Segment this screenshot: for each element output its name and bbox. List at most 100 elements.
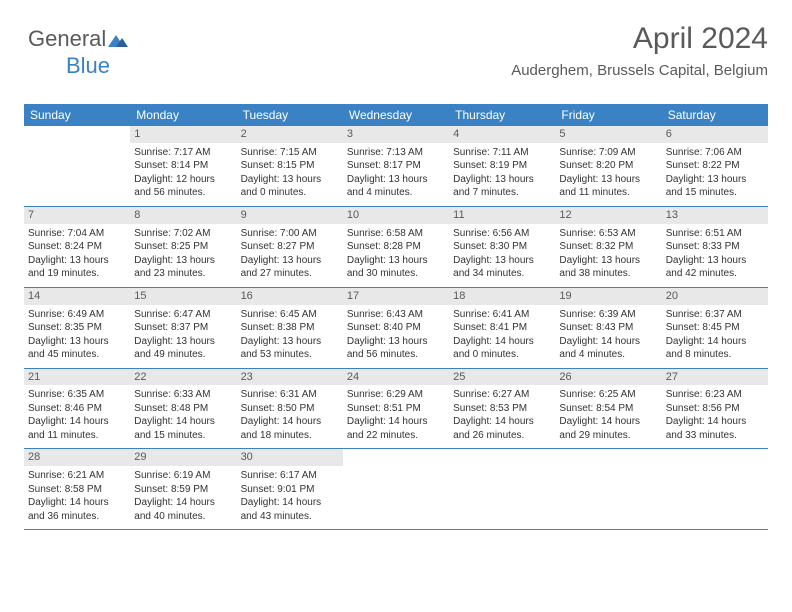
daylight-line: and 0 minutes. [241,186,339,200]
day-cell: 20Sunrise: 6:37 AMSunset: 8:45 PMDayligh… [662,288,768,368]
day-number: 3 [343,126,449,143]
sunrise-line: Sunrise: 6:21 AM [28,469,126,483]
day-cell: 14Sunrise: 6:49 AMSunset: 8:35 PMDayligh… [24,288,130,368]
daylight-line: and 49 minutes. [134,348,232,362]
day-number: 22 [130,369,236,386]
sunset-line: Sunset: 8:38 PM [241,321,339,335]
sunrise-line: Sunrise: 7:04 AM [28,227,126,241]
sunrise-line: Sunrise: 6:19 AM [134,469,232,483]
daylight-line: Daylight: 14 hours [28,415,126,429]
sunset-line: Sunset: 8:50 PM [241,402,339,416]
day-cell: 30Sunrise: 6:17 AMSunset: 9:01 PMDayligh… [237,449,343,529]
daylight-line: Daylight: 14 hours [241,496,339,510]
daylight-line: Daylight: 13 hours [134,335,232,349]
day-header: Friday [555,104,661,126]
day-number: 13 [662,207,768,224]
sunset-line: Sunset: 8:15 PM [241,159,339,173]
sunrise-line: Sunrise: 6:33 AM [134,388,232,402]
daylight-line: and 11 minutes. [28,429,126,443]
day-number: 6 [662,126,768,143]
location: Auderghem, Brussels Capital, Belgium [511,62,768,79]
sunrise-line: Sunrise: 6:56 AM [453,227,551,241]
sunrise-line: Sunrise: 7:09 AM [559,146,657,160]
sunrise-line: Sunrise: 6:35 AM [28,388,126,402]
day-header: Tuesday [237,104,343,126]
daylight-line: Daylight: 13 hours [347,173,445,187]
daylight-line: Daylight: 14 hours [666,415,764,429]
day-cell: 21Sunrise: 6:35 AMSunset: 8:46 PMDayligh… [24,369,130,449]
sunrise-line: Sunrise: 6:47 AM [134,308,232,322]
daylight-line: Daylight: 12 hours [134,173,232,187]
day-number: 10 [343,207,449,224]
sunset-line: Sunset: 8:46 PM [28,402,126,416]
week-row: 14Sunrise: 6:49 AMSunset: 8:35 PMDayligh… [24,288,768,369]
day-number: 1 [130,126,236,143]
daylight-line: Daylight: 14 hours [134,415,232,429]
sunset-line: Sunset: 8:51 PM [347,402,445,416]
daylight-line: and 11 minutes. [559,186,657,200]
sunrise-line: Sunrise: 7:06 AM [666,146,764,160]
day-cell: 27Sunrise: 6:23 AMSunset: 8:56 PMDayligh… [662,369,768,449]
daylight-line: Daylight: 14 hours [559,335,657,349]
day-cell: 19 Sunrise: 6:39 AMSunset: 8:43 PMDayligh… [555,288,661,368]
day-number: 29 [130,449,236,466]
sunset-line: Sunset: 8:28 PM [347,240,445,254]
daylight-line: and 27 minutes. [241,267,339,281]
sunrise-line: Sunrise: 6:51 AM [666,227,764,241]
daylight-line: Daylight: 14 hours [347,415,445,429]
day-number: 26 [555,369,661,386]
day-number: 11 [449,207,555,224]
sunrise-line: Sunrise: 6:53 AM [559,227,657,241]
daylight-line: and 36 minutes. [28,510,126,524]
daylight-line: and 19 minutes. [28,267,126,281]
week-row: 28Sunrise: 6:21 AMSunset: 8:58 PMDayligh… [24,449,768,530]
header: April 2024 Auderghem, Brussels Capital, … [511,22,768,79]
day-number: 20 [662,288,768,305]
day-header: Sunday [24,104,130,126]
day-cell: 4Sunrise: 7:11 AMSunset: 8:19 PMDaylight… [449,126,555,206]
sunrise-line: Sunrise: 6:45 AM [241,308,339,322]
sunset-line: Sunset: 8:33 PM [666,240,764,254]
daylight-line: and 34 minutes. [453,267,551,281]
sunset-line: Sunset: 8:43 PM [559,321,657,335]
day-cell: 11Sunrise: 6:56 AMSunset: 8:30 PMDayligh… [449,207,555,287]
day-number: 28 [24,449,130,466]
day-number: 7 [24,207,130,224]
sunset-line: Sunset: 8:59 PM [134,483,232,497]
daylight-line: and 0 minutes. [453,348,551,362]
sunrise-line: Sunrise: 7:11 AM [453,146,551,160]
sunrise-line: Sunrise: 6:39 AM [559,308,657,322]
sunrise-line: Sunrise: 6:17 AM [241,469,339,483]
day-cell: 23Sunrise: 6:31 AMSunset: 8:50 PMDayligh… [237,369,343,449]
day-cell: 10 Sunrise: 6:58 AMSunset: 8:28 PMDayligh… [343,207,449,287]
daylight-line: and 8 minutes. [666,348,764,362]
day-number: 19 [555,288,661,305]
daylight-line: and 56 minutes. [347,348,445,362]
day-number: 18 [449,288,555,305]
sunset-line: Sunset: 8:37 PM [134,321,232,335]
sunrise-line: Sunrise: 6:58 AM [347,227,445,241]
daylight-line: and 4 minutes. [559,348,657,362]
day-number: 14 [24,288,130,305]
empty-cell [555,449,661,529]
sunrise-line: Sunrise: 7:02 AM [134,227,232,241]
daylight-line: and 4 minutes. [347,186,445,200]
day-number: 23 [237,369,343,386]
month-title: April 2024 [511,22,768,56]
logo-icon [108,27,128,53]
sunrise-line: Sunrise: 6:37 AM [666,308,764,322]
day-cell: 16Sunrise: 6:45 AMSunset: 8:38 PMDayligh… [237,288,343,368]
sunrise-line: Sunrise: 6:27 AM [453,388,551,402]
daylight-line: and 15 minutes. [666,186,764,200]
sunset-line: Sunset: 8:20 PM [559,159,657,173]
daylight-line: and 42 minutes. [666,267,764,281]
daylight-line: and 30 minutes. [347,267,445,281]
day-header: Thursday [449,104,555,126]
sunset-line: Sunset: 8:22 PM [666,159,764,173]
day-cell: 17Sunrise: 6:43 AMSunset: 8:40 PMDayligh… [343,288,449,368]
daylight-line: and 56 minutes. [134,186,232,200]
sunset-line: Sunset: 8:45 PM [666,321,764,335]
day-cell: 8Sunrise: 7:02 AMSunset: 8:25 PMDaylight… [130,207,236,287]
daylight-line: Daylight: 13 hours [241,254,339,268]
daylight-line: Daylight: 13 hours [347,254,445,268]
